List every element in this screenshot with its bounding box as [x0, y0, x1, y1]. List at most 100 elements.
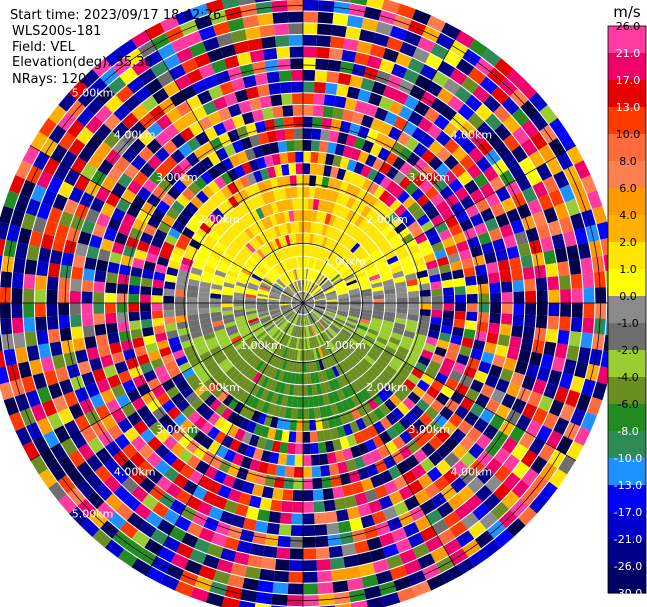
- velocity-cell: [207, 426, 220, 440]
- velocity-cell: [396, 297, 408, 303]
- velocity-cell: [474, 370, 488, 384]
- velocity-cell: [335, 244, 344, 256]
- velocity-cell: [241, 215, 252, 227]
- velocity-cell: [425, 53, 443, 70]
- velocity-cell: [303, 303, 315, 305]
- velocity-cell: [252, 145, 264, 159]
- velocity-cell: [212, 207, 225, 221]
- velocity-cell: [229, 154, 241, 168]
- velocity-cell: [147, 215, 161, 229]
- velocity-cell: [233, 358, 245, 369]
- velocity-cell: [307, 198, 314, 210]
- velocity-cell: [263, 277, 274, 286]
- velocity-cell: [254, 72, 269, 86]
- velocity-cell: [366, 129, 379, 143]
- velocity-cell: [395, 312, 407, 320]
- velocity-cell: [331, 228, 340, 241]
- velocity-cell: [489, 414, 505, 430]
- velocity-cell: [361, 295, 373, 300]
- velocity-cell: [426, 386, 440, 399]
- velocity-cell: [22, 441, 40, 461]
- velocity-cell: [424, 107, 440, 124]
- velocity-cell: [366, 596, 385, 607]
- velocity-cell: [394, 222, 407, 235]
- velocity-cell: [371, 199, 384, 212]
- velocity-cell: [346, 434, 358, 447]
- velocity-cell: [403, 30, 422, 47]
- velocity-cell: [225, 381, 237, 394]
- velocity-cell: [200, 435, 214, 450]
- velocity-cell: [114, 156, 131, 173]
- velocity-cell: [231, 77, 246, 92]
- velocity-cell: [353, 431, 365, 445]
- velocity-cell: [63, 198, 79, 215]
- velocity-cell: [419, 179, 433, 194]
- velocity-cell: [350, 212, 360, 225]
- velocity-cell: [180, 385, 194, 399]
- velocity-cell: [396, 303, 408, 309]
- velocity-cell: [263, 438, 274, 451]
- velocity-cell: [385, 180, 399, 194]
- velocity-cell: [293, 384, 299, 396]
- velocity-cell: [378, 96, 394, 111]
- velocity-cell: [265, 242, 274, 254]
- velocity-cell: [376, 237, 388, 248]
- velocity-cell: [165, 274, 177, 283]
- velocity-cell: [390, 332, 403, 341]
- velocity-cell: [382, 85, 398, 100]
- velocity-cell: [317, 23, 333, 36]
- velocity-cell: [420, 349, 434, 360]
- nrays-label: NRays: 120: [12, 72, 86, 87]
- velocity-cell: [318, 140, 329, 153]
- velocity-cell: [355, 391, 367, 404]
- velocity-cell: [546, 430, 563, 449]
- velocity-cell: [237, 344, 249, 355]
- velocity-cell: [559, 316, 571, 331]
- velocity-cell: [308, 186, 316, 198]
- velocity-cell: [303, 128, 313, 140]
- velocity-cell: [152, 317, 165, 327]
- velocity-cell: [309, 283, 316, 293]
- velocity-cell: [421, 392, 435, 406]
- velocity-cell: [152, 406, 167, 421]
- velocity-cell: [315, 418, 323, 431]
- velocity-cell: [352, 332, 364, 341]
- velocity-cell: [285, 359, 291, 372]
- velocity-cell: [214, 416, 227, 430]
- velocity-cell: [15, 242, 29, 260]
- velocity-cell: [320, 382, 328, 394]
- velocity-cell: [379, 122, 393, 136]
- velocity-cell: [141, 95, 159, 112]
- velocity-cell: [285, 287, 294, 296]
- velocity-cell: [565, 198, 581, 217]
- velocity-cell: [337, 291, 349, 296]
- velocity-cell: [312, 234, 318, 246]
- velocity-cell: [300, 256, 303, 268]
- azimuth-spoke: [144, 29, 304, 304]
- velocity-cell: [298, 314, 302, 326]
- velocity-cell: [394, 317, 407, 325]
- velocity-cell: [391, 407, 405, 421]
- velocity-cell: [290, 222, 296, 234]
- velocity-cell: [241, 161, 253, 175]
- velocity-cell: [329, 354, 338, 365]
- velocity-cell: [284, 310, 294, 318]
- velocity-cell: [440, 385, 455, 399]
- velocity-cell: [256, 303, 268, 306]
- velocity-cell: [407, 201, 421, 215]
- velocity-cell: [410, 404, 425, 419]
- velocity-cell: [547, 315, 560, 330]
- velocity-cell: [270, 94, 283, 107]
- velocity-cell: [257, 306, 268, 311]
- velocity-cell: [149, 484, 166, 501]
- velocity-cell: [293, 314, 299, 325]
- velocity-cell: [592, 381, 608, 401]
- velocity-cell: [325, 153, 335, 166]
- velocity-cell: [559, 372, 574, 390]
- velocity-cell: [437, 60, 456, 78]
- velocity-cell: [198, 63, 215, 79]
- velocity-cell: [284, 288, 294, 296]
- velocity-cell: [482, 166, 499, 182]
- velocity-cell: [295, 233, 300, 245]
- velocity-cell: [329, 427, 340, 440]
